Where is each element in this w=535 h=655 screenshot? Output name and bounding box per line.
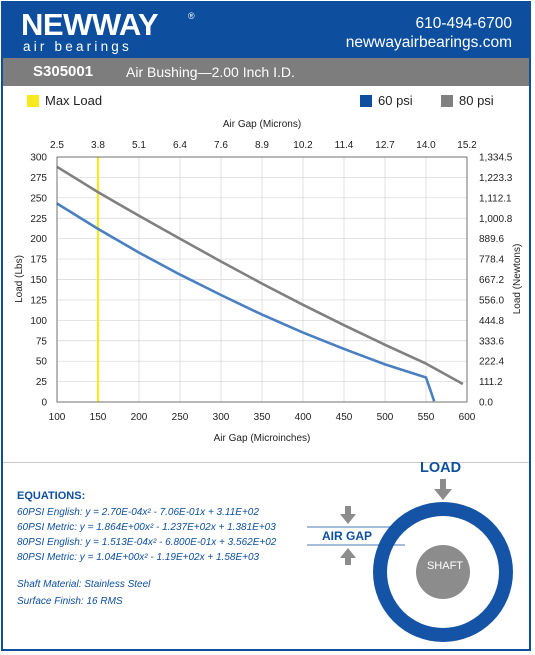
y2-tick-label: 667.2	[479, 275, 504, 286]
website-link[interactable]: newwayairbearings.com	[345, 34, 512, 51]
y2-tick-label: 1,000.8	[479, 214, 513, 225]
y2-tick-label: 1,334.5	[479, 153, 513, 164]
equations-title: EQUATIONS:	[17, 490, 86, 502]
x-tick-label: 300	[213, 412, 230, 423]
load-label: LOAD	[420, 460, 462, 476]
equation-80-metric: 80PSI Metric: y = 1.04E+00x² - 1.19E+02x…	[17, 552, 260, 563]
y2-axis-label: Load (Newtons)	[512, 244, 523, 315]
y2-tick-label: 111.2	[479, 377, 503, 388]
equation-80-english: 80PSI English: y = 1.513E-04x² - 6.800E-…	[17, 537, 277, 548]
y-tick-label: 0	[41, 398, 47, 409]
y-tick-label: 175	[30, 255, 47, 266]
y-tick-label: 275	[30, 173, 47, 184]
x-tick-label: 250	[172, 412, 189, 423]
product-titlebar: S305001 Air Bushing—2.00 Inch I.D.	[3, 58, 529, 86]
y-tick-label: 50	[36, 357, 48, 368]
y-tick-label: 150	[30, 275, 47, 286]
x-tick-label: 350	[254, 412, 271, 423]
chart-grid	[56, 156, 468, 403]
x2-tick-label: 8.9	[255, 140, 269, 151]
x2-tick-label: 6.4	[173, 140, 187, 151]
series-line-80-psi	[56, 165, 464, 386]
plot-frame	[56, 156, 468, 403]
surface-finish: Surface Finish: 16 RMS	[17, 596, 123, 607]
phone-number: 610-494-6700	[415, 15, 512, 32]
section-divider	[3, 462, 529, 463]
shaft-label: SHAFT	[426, 560, 464, 572]
x2-tick-label: 14.0	[416, 140, 436, 151]
y2-tick-label: 889.6	[479, 234, 504, 245]
y-tick-label: 100	[30, 316, 47, 327]
y-tick-label: 300	[30, 153, 47, 164]
plot-border	[56, 156, 468, 403]
legend-60-label: 60 psi	[378, 93, 413, 108]
y2-tick-label: 222.4	[479, 357, 504, 368]
company-logo: NEWWAY	[21, 7, 159, 42]
y-tick-label: 250	[30, 193, 47, 204]
series-60-swatch	[360, 94, 372, 107]
x-axis-label: Air Gap (Microinches)	[214, 433, 311, 444]
x2-tick-label: 7.6	[214, 140, 228, 151]
legend-80-label: 80 psi	[459, 93, 494, 108]
header-banner: NEWWAY ® air bearings 610-494-6700 newwa…	[3, 3, 529, 58]
x2-tick-label: 10.2	[293, 140, 313, 151]
equation-60-metric: 60PSI Metric: y = 1.864E+00x² - 1.237E+0…	[17, 522, 276, 533]
x-tick-label: 550	[418, 412, 435, 423]
registered-mark: ®	[188, 11, 195, 21]
legend-80-psi: 80 psi	[441, 93, 494, 108]
x2-tick-label: 5.1	[132, 140, 146, 151]
x2-tick-label: 11.4	[335, 140, 354, 151]
legend-60-psi: 60 psi	[360, 93, 413, 108]
y-tick-label: 75	[36, 336, 48, 347]
y-axis-label: Load (Lbs)	[14, 255, 25, 303]
x-tick-label: 500	[377, 412, 394, 423]
series-80-swatch	[441, 94, 453, 107]
y2-tick-label: 1,223.3	[479, 173, 513, 184]
x2-axis-label: Air Gap (Microns)	[223, 119, 301, 130]
load-vs-airgap-chart: 1002.51503.82005.12506.43007.63508.94001…	[14, 119, 523, 444]
y2-tick-label: 0.0	[479, 398, 493, 409]
equation-60-english: 60PSI English: y = 2.70E-04x² - 7.06E-01…	[17, 507, 259, 518]
x-tick-label: 450	[336, 412, 353, 423]
legend-max-load-label: Max Load	[45, 93, 103, 108]
shaft-material: Shaft Material: Stainless Steel	[17, 579, 151, 590]
y2-tick-label: 333.6	[479, 336, 504, 347]
y-tick-label: 225	[30, 214, 47, 225]
x2-tick-label: 12.7	[375, 140, 395, 151]
logo-subtitle: air bearings	[23, 39, 132, 54]
x-tick-label: 200	[131, 412, 148, 423]
series-line-60-psi	[56, 202, 436, 402]
y-tick-label: 200	[30, 234, 47, 245]
product-description: Air Bushing—2.00 Inch I.D.	[126, 64, 295, 80]
x-tick-label: 600	[459, 412, 476, 423]
x-tick-label: 400	[295, 412, 312, 423]
chart-series	[56, 165, 464, 402]
x-tick-label: 150	[90, 412, 107, 423]
x2-tick-label: 15.2	[457, 140, 477, 151]
x2-tick-label: 3.8	[91, 140, 105, 151]
x-tick-label: 100	[49, 412, 66, 423]
y2-tick-label: 444.8	[479, 316, 504, 327]
y2-tick-label: 556.0	[479, 295, 504, 306]
y-tick-label: 25	[36, 377, 48, 388]
axis-ticks: 1002.51503.82005.12506.43007.63508.94001…	[30, 140, 512, 423]
x2-tick-label: 2.5	[50, 140, 64, 151]
y2-tick-label: 778.4	[479, 255, 504, 266]
y-tick-label: 125	[30, 295, 47, 306]
air-gap-label: AIR GAP	[321, 529, 374, 543]
max-load-swatch	[27, 94, 39, 107]
model-number: S305001	[33, 63, 94, 80]
legend-max-load: Max Load	[27, 93, 102, 108]
y2-tick-label: 1,112.1	[479, 193, 512, 204]
